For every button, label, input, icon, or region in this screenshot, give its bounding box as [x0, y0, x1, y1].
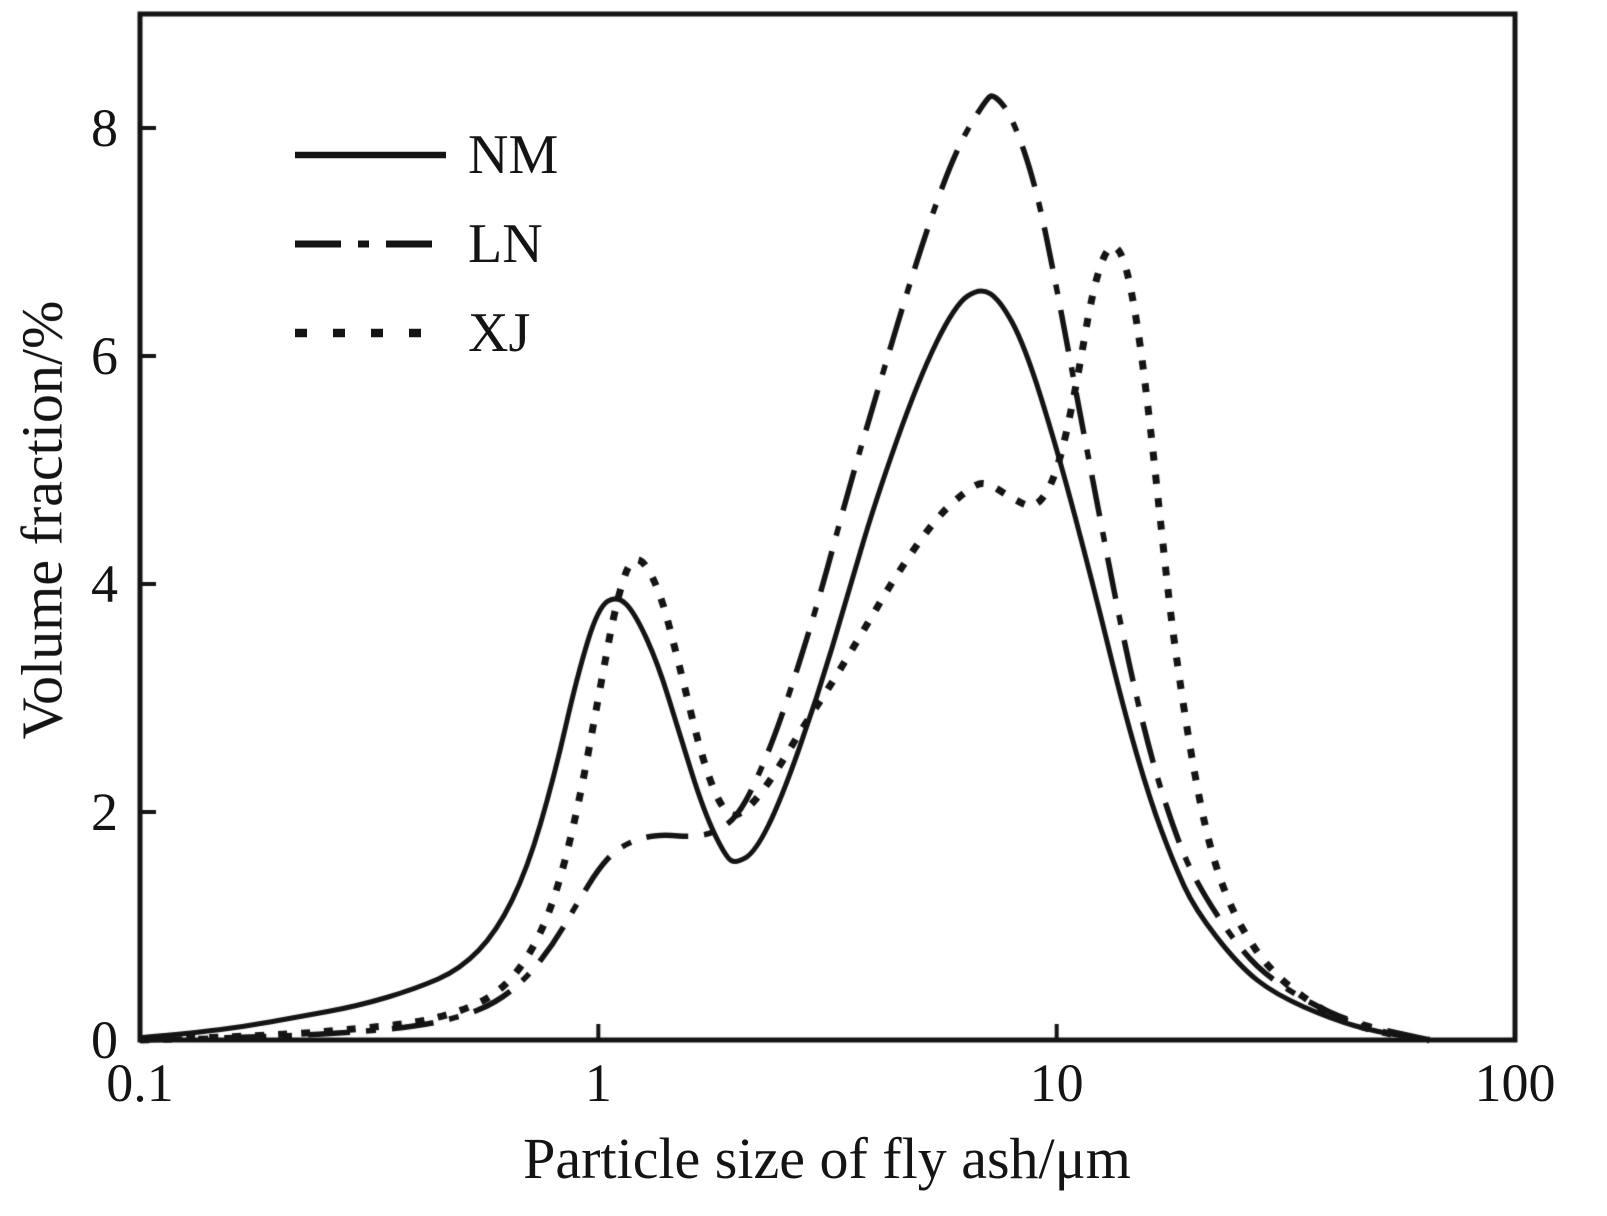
x-tick-label: 0.1 [106, 1053, 174, 1113]
y-tick-label: 2 [91, 782, 118, 842]
x-tick-label: 1 [584, 1053, 612, 1113]
dotted-line-sample [295, 328, 446, 337]
legend-label-ln: LN [468, 212, 543, 275]
x-tick-label: 10 [1029, 1053, 1084, 1113]
y-tick-label: 4 [91, 554, 118, 614]
y-tick-label: 6 [91, 326, 118, 386]
y-tick-label: 0 [91, 1010, 118, 1070]
x-axis-title: Particle size of fly ash/μm [523, 1126, 1131, 1191]
legend-item-nm: NM [293, 110, 558, 199]
legend-item-ln: LN [293, 199, 558, 288]
legend-item-xj: XJ [293, 288, 558, 377]
legend: NM LN XJ [293, 110, 558, 377]
y-tick-labels: 0 2 4 6 8 [0, 0, 118, 1216]
y-tick-label: 8 [91, 98, 118, 158]
x-tick-label: 100 [1474, 1053, 1556, 1113]
solid-line-sample [295, 151, 446, 158]
legend-label-xj: XJ [468, 301, 531, 364]
legend-label-nm: NM [468, 123, 559, 186]
dash-dot-line-sample [295, 240, 446, 247]
